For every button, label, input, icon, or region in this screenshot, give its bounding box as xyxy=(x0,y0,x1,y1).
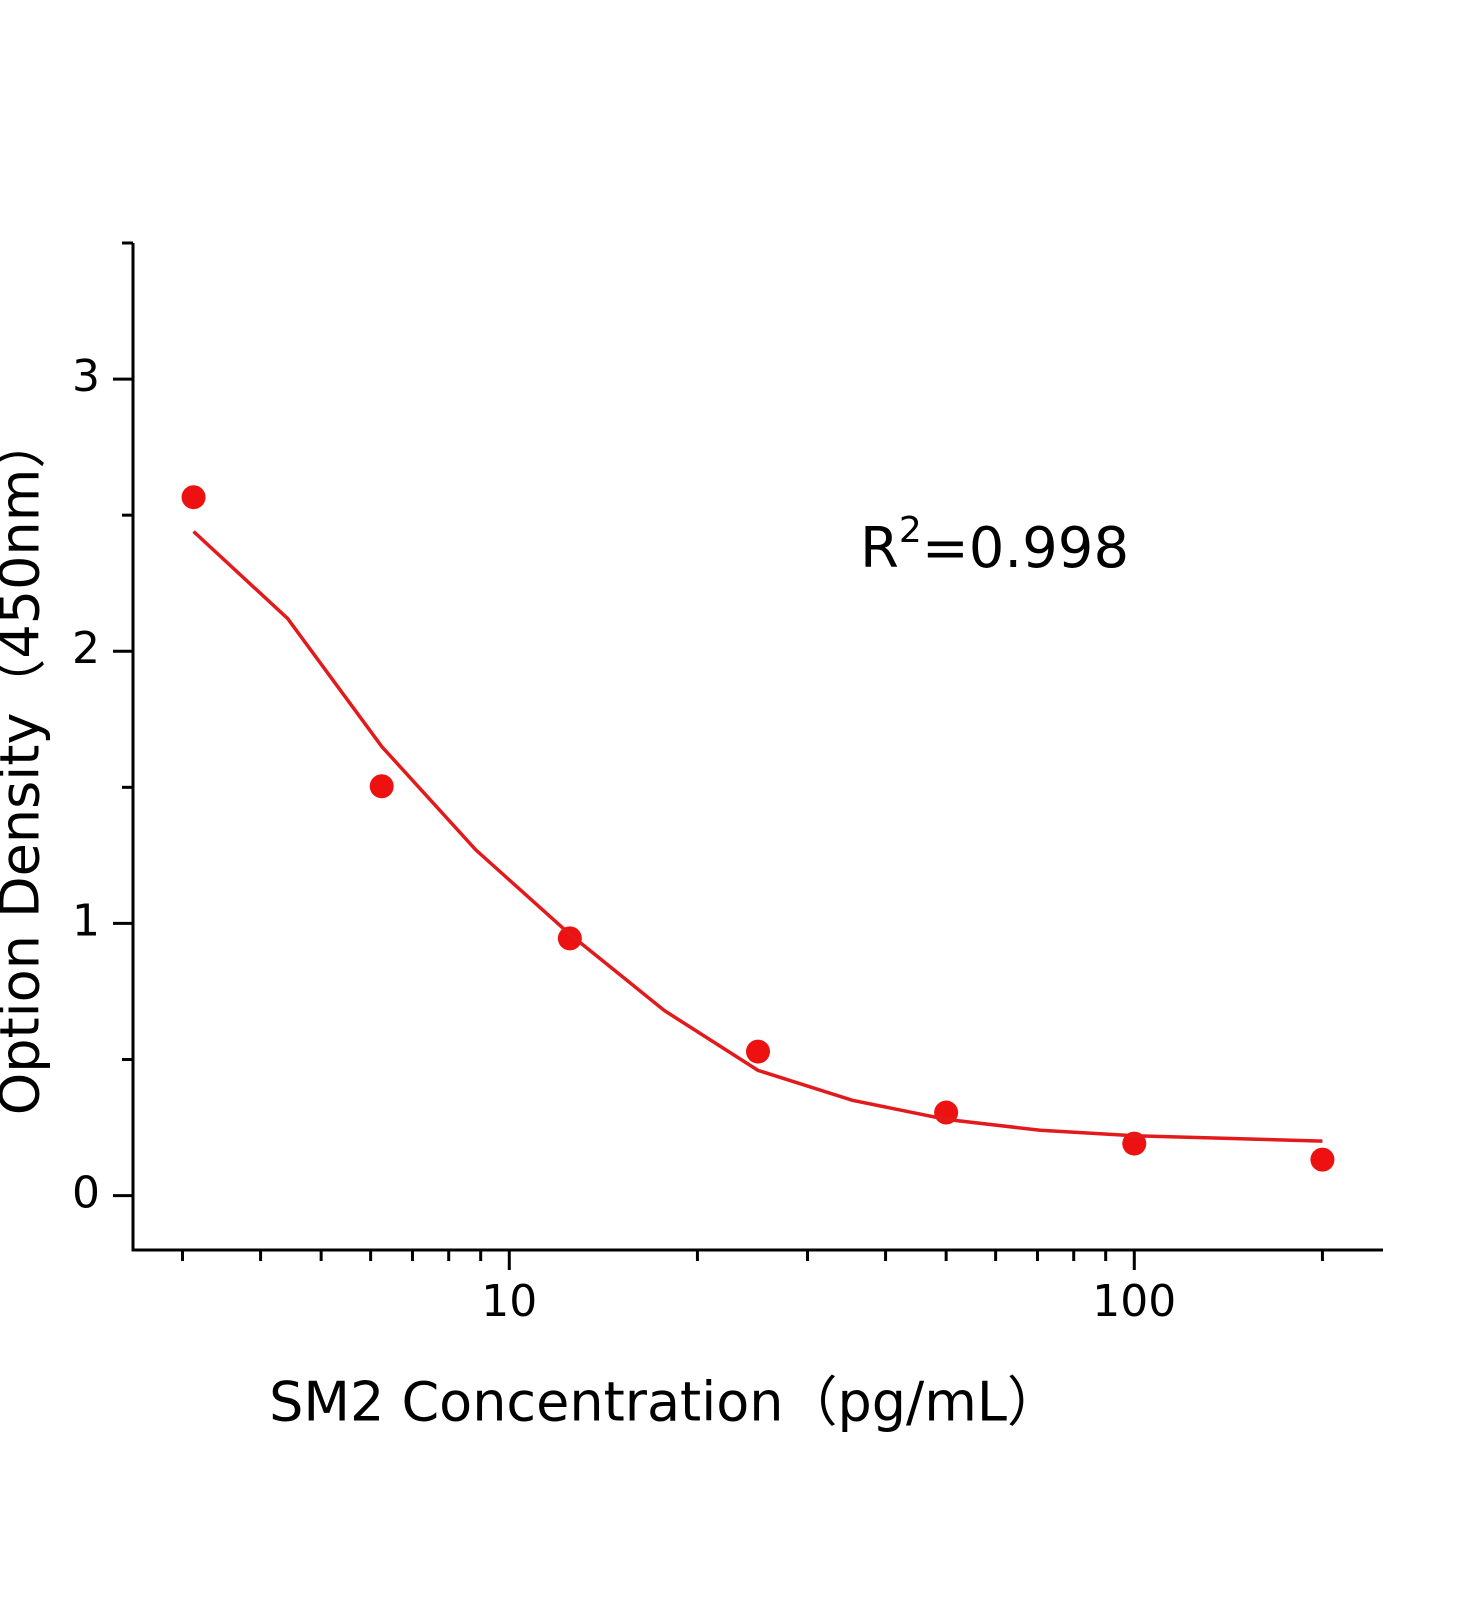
y-axis-label: Option Density（450nm） xyxy=(0,415,52,1116)
data-point xyxy=(557,926,582,951)
x-tick-label: 10 xyxy=(481,1276,537,1327)
y-tick-label: 0 xyxy=(72,1168,100,1219)
annotation-base: R xyxy=(860,516,899,581)
y-tick-label: 3 xyxy=(72,351,100,402)
x-tick-label: 100 xyxy=(1092,1276,1176,1327)
data-point xyxy=(746,1039,770,1064)
annotation-superscript: 2 xyxy=(899,510,922,551)
annotation: R2=0.998 xyxy=(860,510,1129,581)
fit-curve xyxy=(192,530,1323,1143)
annotation-text: =0.998 xyxy=(922,516,1129,581)
y-tick-label: 2 xyxy=(72,623,100,674)
y-tick-label: 1 xyxy=(72,895,100,946)
x-axis-label: SM2 Concentration（pg/mL） xyxy=(269,1371,1061,1434)
data-point xyxy=(181,485,206,510)
data-point xyxy=(1310,1147,1335,1172)
data-point xyxy=(369,774,394,799)
